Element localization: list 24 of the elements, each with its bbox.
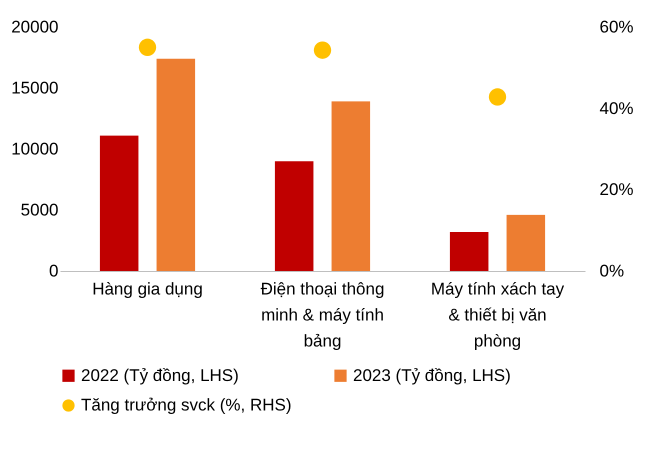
point bbox=[138, 38, 156, 56]
legend-label: 2022 (Tỷ đồng, LHS) bbox=[81, 366, 239, 385]
x-tick-label: Hàng gia dụng bbox=[92, 280, 203, 298]
bar bbox=[274, 161, 314, 271]
x-tick-label: Điện thoại thông minh & máy tính bảng bbox=[260, 280, 384, 350]
y2-tick-label: 40% bbox=[600, 98, 634, 118]
legend-label: 2023 (Tỷ đồng, LHS) bbox=[353, 366, 511, 385]
x-tick-label: Máy tính xách tay & thiết bị văn phòng bbox=[430, 280, 565, 350]
legend-label: Tăng trưởng svck (%, RHS) bbox=[81, 396, 292, 414]
y2-tick-label: 20% bbox=[600, 180, 634, 200]
bar bbox=[156, 58, 196, 271]
y-tick-label: 20000 bbox=[11, 18, 58, 36]
y-tick-label: 0 bbox=[49, 262, 58, 280]
point bbox=[314, 42, 332, 59]
bar bbox=[450, 232, 488, 271]
y-tick-label: 15000 bbox=[11, 78, 58, 98]
bar bbox=[100, 136, 138, 271]
y2-tick-label: 0% bbox=[600, 262, 624, 280]
y2-tick-label: 60% bbox=[600, 18, 634, 36]
bar bbox=[332, 101, 370, 271]
bar bbox=[506, 214, 546, 271]
y-tick-label: 5000 bbox=[20, 200, 58, 220]
y-tick-label: 10000 bbox=[11, 140, 58, 158]
point bbox=[488, 88, 506, 106]
